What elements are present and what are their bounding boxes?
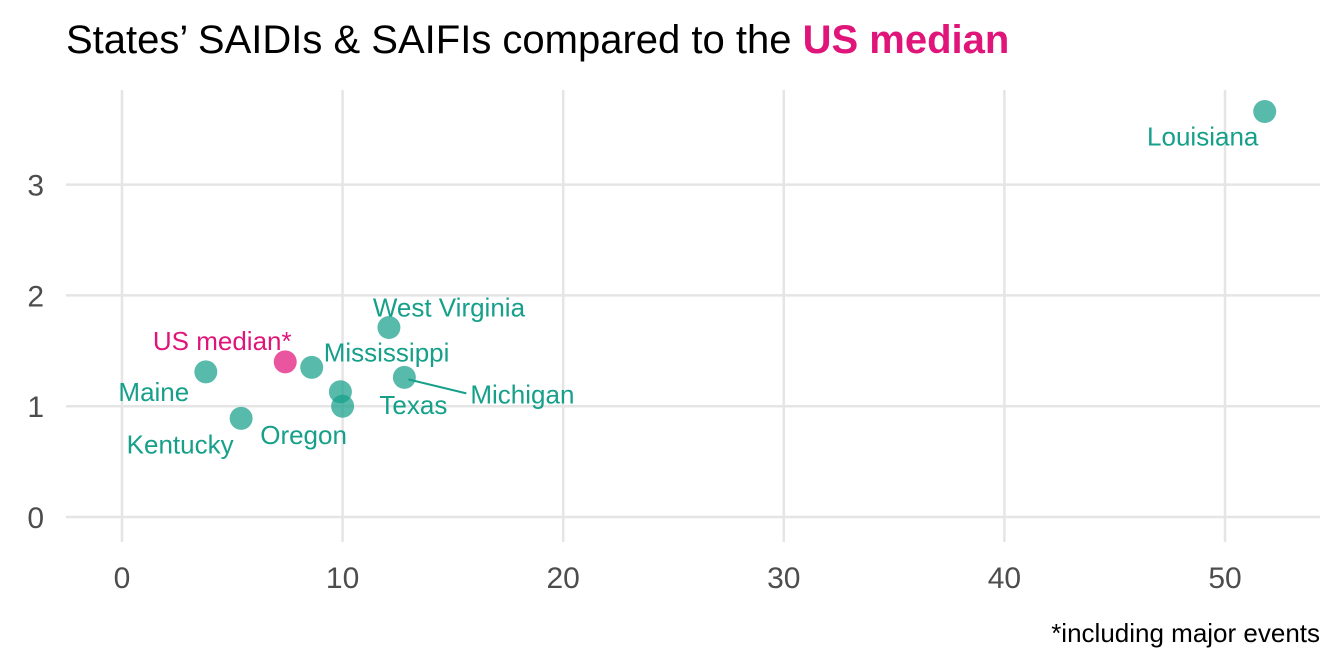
point-label: West Virginia — [373, 293, 526, 323]
point-label: Mississippi — [324, 337, 450, 367]
tick-labels: 0 10 20 30 40 50 0 1 2 3 — [27, 170, 1241, 595]
data-point — [194, 360, 218, 384]
leader-line — [408, 378, 467, 395]
x-tick-label: 40 — [988, 562, 1021, 595]
data-point — [1253, 99, 1277, 123]
data-point — [300, 355, 324, 379]
point-label: Oregon — [260, 420, 347, 450]
chart-title: States’ SAIDIs & SAIFIs compared to the … — [66, 18, 1009, 63]
data-point — [377, 316, 401, 340]
point-label: Michigan — [470, 379, 574, 409]
point-label: US median* — [153, 326, 292, 356]
leader-lines — [408, 378, 467, 395]
data-point — [229, 406, 253, 430]
point-label: Louisiana — [1147, 121, 1259, 151]
x-tick-label: 0 — [114, 562, 131, 595]
point-labels: Louisiana West Virginia Mississippi US medi… — [118, 121, 1258, 459]
chart-caption: *including major events — [1051, 618, 1320, 648]
point-label: Texas — [379, 390, 447, 420]
data-points — [194, 99, 1277, 430]
data-point — [392, 365, 416, 389]
y-tick-label: 2 — [27, 280, 44, 313]
y-tick-label: 3 — [27, 170, 44, 203]
point-label: Kentucky — [127, 429, 234, 459]
x-tick-label: 10 — [326, 562, 359, 595]
chart-title-prefix: States’ SAIDIs & SAIFIs compared to the — [66, 18, 803, 62]
x-tick-label: 20 — [547, 562, 580, 595]
data-point — [331, 394, 355, 418]
data-point — [273, 350, 297, 374]
point-label: Maine — [118, 377, 189, 407]
grid-lines — [66, 90, 1320, 542]
x-tick-label: 30 — [767, 562, 800, 595]
y-tick-label: 0 — [27, 502, 44, 535]
chart-title-highlight: US median — [802, 18, 1010, 62]
x-tick-label: 50 — [1208, 562, 1241, 595]
y-tick-label: 1 — [27, 391, 44, 424]
